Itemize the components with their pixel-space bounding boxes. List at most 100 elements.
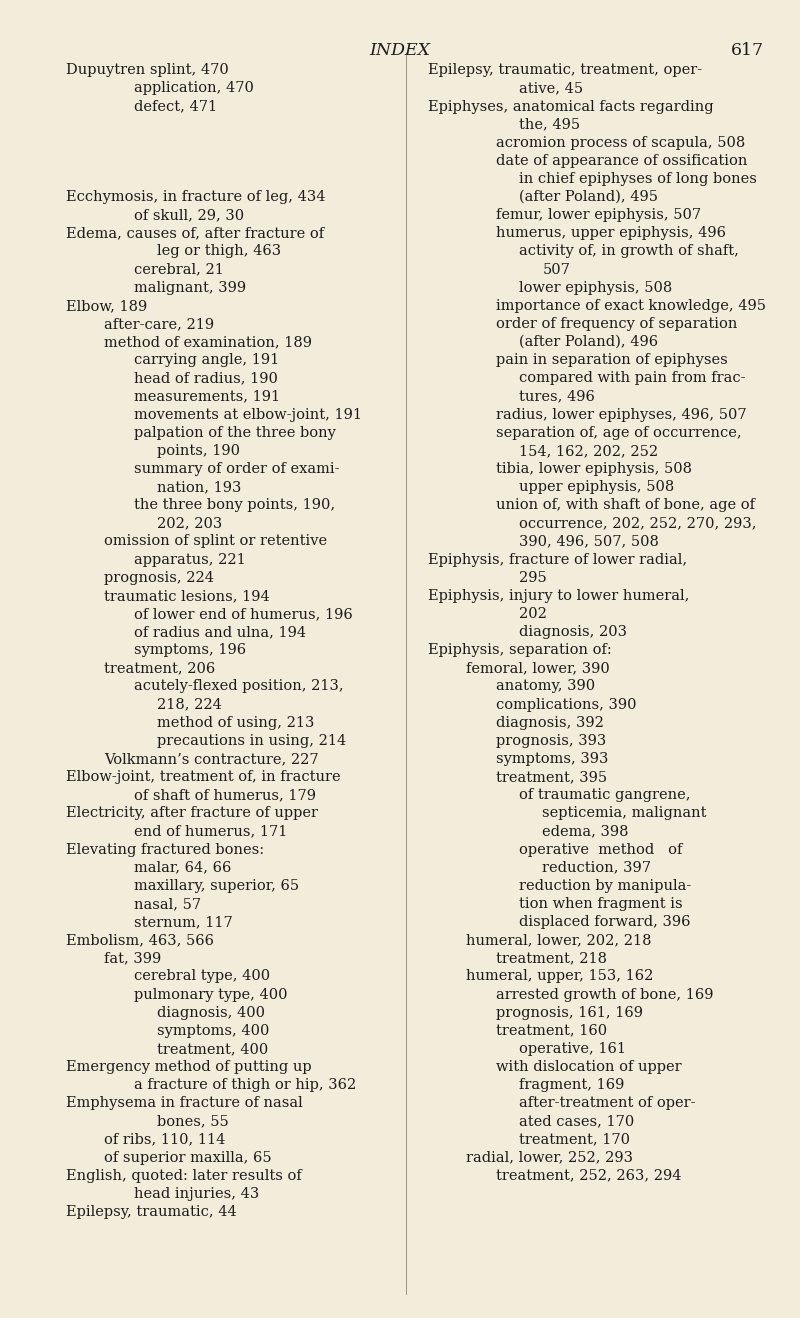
- Text: diagnosis, 400: diagnosis, 400: [157, 1006, 265, 1020]
- Text: separation of, age of occurrence,: separation of, age of occurrence,: [496, 426, 742, 440]
- Text: of shaft of humerus, 179: of shaft of humerus, 179: [134, 788, 315, 803]
- Text: of skull, 29, 30: of skull, 29, 30: [134, 208, 244, 223]
- Text: malignant, 399: malignant, 399: [134, 281, 246, 295]
- Text: apparatus, 221: apparatus, 221: [134, 552, 246, 567]
- Text: measurements, 191: measurements, 191: [134, 390, 280, 403]
- Text: reduction, 397: reduction, 397: [542, 861, 651, 875]
- Text: acromion process of scapula, 508: acromion process of scapula, 508: [496, 136, 746, 150]
- Text: points, 190: points, 190: [157, 444, 240, 457]
- Text: importance of exact knowledge, 495: importance of exact knowledge, 495: [496, 299, 766, 312]
- Text: fat, 399: fat, 399: [104, 952, 162, 965]
- Text: treatment, 252, 263, 294: treatment, 252, 263, 294: [496, 1169, 682, 1182]
- Text: femoral, lower, 390: femoral, lower, 390: [466, 662, 610, 675]
- Text: head injuries, 43: head injuries, 43: [134, 1188, 259, 1201]
- Text: Volkmann’s contracture, 227: Volkmann’s contracture, 227: [104, 753, 318, 766]
- Text: 154, 162, 202, 252: 154, 162, 202, 252: [519, 444, 658, 457]
- Text: Epiphyses, anatomical facts regarding: Epiphyses, anatomical facts regarding: [428, 100, 714, 113]
- Text: ated cases, 170: ated cases, 170: [519, 1115, 634, 1128]
- Text: cerebral type, 400: cerebral type, 400: [134, 970, 270, 983]
- Text: 202: 202: [519, 608, 547, 621]
- Text: reduction by manipula-: reduction by manipula-: [519, 879, 691, 892]
- Text: activity of, in growth of shaft,: activity of, in growth of shaft,: [519, 245, 739, 258]
- Text: precautions in using, 214: precautions in using, 214: [157, 734, 346, 747]
- Text: lower epiphysis, 508: lower epiphysis, 508: [519, 281, 673, 295]
- Text: malar, 64, 66: malar, 64, 66: [134, 861, 231, 875]
- Text: 202, 203: 202, 203: [157, 517, 222, 530]
- Text: carrying angle, 191: carrying angle, 191: [134, 353, 279, 368]
- Text: of superior maxilla, 65: of superior maxilla, 65: [104, 1151, 272, 1165]
- Text: arrested growth of bone, 169: arrested growth of bone, 169: [496, 987, 714, 1002]
- Text: Emphysema in fracture of nasal: Emphysema in fracture of nasal: [66, 1097, 302, 1110]
- Text: after-treatment of oper-: after-treatment of oper-: [519, 1097, 696, 1110]
- Text: nasal, 57: nasal, 57: [134, 898, 201, 911]
- Text: treatment, 395: treatment, 395: [496, 770, 607, 784]
- Text: a fracture of thigh or hip, 362: a fracture of thigh or hip, 362: [134, 1078, 356, 1093]
- Text: radial, lower, 252, 293: radial, lower, 252, 293: [466, 1151, 634, 1165]
- Text: tibia, lower epiphysis, 508: tibia, lower epiphysis, 508: [496, 463, 692, 476]
- Text: maxillary, superior, 65: maxillary, superior, 65: [134, 879, 298, 892]
- Text: sternum, 117: sternum, 117: [134, 915, 232, 929]
- Text: femur, lower epiphysis, 507: femur, lower epiphysis, 507: [496, 208, 701, 223]
- Text: summary of order of exami-: summary of order of exami-: [134, 463, 339, 476]
- Text: Ecchymosis, in fracture of leg, 434: Ecchymosis, in fracture of leg, 434: [66, 190, 325, 204]
- Text: edema, 398: edema, 398: [542, 825, 629, 838]
- Text: Epiphysis, injury to lower humeral,: Epiphysis, injury to lower humeral,: [428, 589, 690, 602]
- Text: after-care, 219: after-care, 219: [104, 318, 214, 331]
- Text: method of using, 213: method of using, 213: [157, 716, 314, 730]
- Text: acutely-flexed position, 213,: acutely-flexed position, 213,: [134, 680, 343, 693]
- Text: tion when fragment is: tion when fragment is: [519, 898, 683, 911]
- Text: INDEX: INDEX: [370, 42, 430, 59]
- Text: Epilepsy, traumatic, 44: Epilepsy, traumatic, 44: [66, 1205, 236, 1219]
- Text: humeral, lower, 202, 218: humeral, lower, 202, 218: [466, 933, 652, 948]
- Text: of traumatic gangrene,: of traumatic gangrene,: [519, 788, 690, 803]
- Text: Emergency method of putting up: Emergency method of putting up: [66, 1060, 311, 1074]
- Text: upper epiphysis, 508: upper epiphysis, 508: [519, 480, 674, 494]
- Text: defect, 471: defect, 471: [134, 100, 217, 113]
- Text: (after Poland), 496: (after Poland), 496: [519, 335, 658, 349]
- Text: prognosis, 224: prognosis, 224: [104, 571, 214, 585]
- Text: Epiphysis, fracture of lower radial,: Epiphysis, fracture of lower radial,: [428, 552, 687, 567]
- Text: pain in separation of epiphyses: pain in separation of epiphyses: [496, 353, 728, 368]
- Text: humeral, upper, 153, 162: humeral, upper, 153, 162: [466, 970, 654, 983]
- Text: septicemia, malignant: septicemia, malignant: [542, 807, 707, 820]
- Text: Electricity, after fracture of upper: Electricity, after fracture of upper: [66, 807, 318, 820]
- Text: Edema, causes of, after fracture of: Edema, causes of, after fracture of: [66, 227, 324, 240]
- Text: Epiphysis, separation of:: Epiphysis, separation of:: [428, 643, 612, 658]
- Text: the three bony points, 190,: the three bony points, 190,: [134, 498, 334, 513]
- Text: occurrence, 202, 252, 270, 293,: occurrence, 202, 252, 270, 293,: [519, 517, 757, 530]
- Text: Elbow, 189: Elbow, 189: [66, 299, 147, 312]
- Text: method of examination, 189: method of examination, 189: [104, 335, 312, 349]
- Text: compared with pain from frac-: compared with pain from frac-: [519, 372, 746, 385]
- Text: treatment, 400: treatment, 400: [157, 1043, 268, 1056]
- Text: leg or thigh, 463: leg or thigh, 463: [157, 245, 281, 258]
- Text: radius, lower epiphyses, 496, 507: radius, lower epiphyses, 496, 507: [496, 407, 746, 422]
- Text: anatomy, 390: anatomy, 390: [496, 680, 595, 693]
- Text: 218, 224: 218, 224: [157, 697, 222, 712]
- Text: complications, 390: complications, 390: [496, 697, 637, 712]
- Text: Elbow-joint, treatment of, in fracture: Elbow-joint, treatment of, in fracture: [66, 770, 340, 784]
- Text: tures, 496: tures, 496: [519, 390, 595, 403]
- Text: diagnosis, 203: diagnosis, 203: [519, 625, 627, 639]
- Text: 295: 295: [519, 571, 547, 585]
- Text: union of, with shaft of bone, age of: union of, with shaft of bone, age of: [496, 498, 755, 513]
- Text: treatment, 218: treatment, 218: [496, 952, 607, 965]
- Text: of ribs, 110, 114: of ribs, 110, 114: [104, 1132, 226, 1147]
- Text: end of humerus, 171: end of humerus, 171: [134, 825, 287, 838]
- Text: omission of splint or retentive: omission of splint or retentive: [104, 535, 327, 548]
- Text: palpation of the three bony: palpation of the three bony: [134, 426, 335, 440]
- Text: diagnosis, 392: diagnosis, 392: [496, 716, 604, 730]
- Text: the, 495: the, 495: [519, 117, 580, 132]
- Text: Epilepsy, traumatic, treatment, oper-: Epilepsy, traumatic, treatment, oper-: [428, 63, 702, 78]
- Text: Elevating fractured bones:: Elevating fractured bones:: [66, 842, 264, 857]
- Text: prognosis, 393: prognosis, 393: [496, 734, 606, 747]
- Text: bones, 55: bones, 55: [157, 1115, 229, 1128]
- Text: fragment, 169: fragment, 169: [519, 1078, 625, 1093]
- Text: treatment, 170: treatment, 170: [519, 1132, 630, 1147]
- Text: cerebral, 21: cerebral, 21: [134, 262, 223, 277]
- Text: pulmonary type, 400: pulmonary type, 400: [134, 987, 287, 1002]
- Text: date of appearance of ossification: date of appearance of ossification: [496, 154, 747, 167]
- Text: 390, 496, 507, 508: 390, 496, 507, 508: [519, 535, 659, 548]
- Text: of lower end of humerus, 196: of lower end of humerus, 196: [134, 608, 352, 621]
- Text: prognosis, 161, 169: prognosis, 161, 169: [496, 1006, 643, 1020]
- Text: movements at elbow-joint, 191: movements at elbow-joint, 191: [134, 407, 362, 422]
